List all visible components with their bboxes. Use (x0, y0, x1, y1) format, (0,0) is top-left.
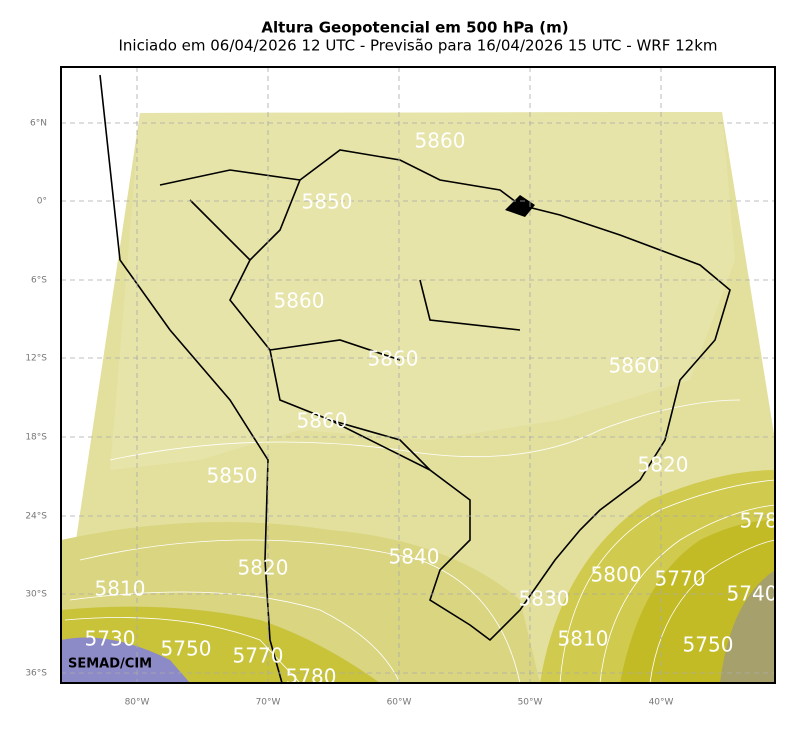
contour-labels: 5860 5850 5860 5860 5860 5860 5820 5850 5780 5840… (85, 129, 791, 689)
contour-label: 5860 (609, 354, 660, 378)
lat-tick-label: 12°S (25, 354, 47, 364)
contour-label: 5860 (415, 129, 466, 153)
contours (64, 399, 775, 683)
lon-tick-label: 50°W (518, 698, 543, 708)
contour-label: 5820 (638, 453, 689, 477)
tick-labels: 6°N 0° 6°S 12°S 18°S 24°S 30°S 36°S 80°W 70°W 60°W… (25, 119, 673, 708)
contour-label: 5850 (207, 464, 258, 488)
lat-tick-label: 0° (37, 197, 47, 207)
coastlines (99, 74, 731, 683)
contour-label: 5860 (368, 347, 419, 371)
field-blue (61, 637, 190, 683)
field-low (720, 570, 775, 683)
contour-label: 5850 (302, 190, 353, 214)
lon-tick-label: 60°W (387, 698, 412, 708)
contour-label: 5740 (727, 582, 778, 606)
contour-label: 5840 (389, 545, 440, 569)
contour-label: 5730 (85, 627, 136, 651)
contour-label: 5800 (591, 563, 642, 587)
lon-tick-label: 70°W (256, 698, 281, 708)
lat-tick-label: 30°S (25, 590, 47, 600)
lat-tick-label: 18°S (25, 433, 47, 443)
contour-label: 5810 (558, 627, 609, 651)
contour-label: 5860 (274, 289, 325, 313)
contour-label: 5780 (286, 665, 337, 689)
map-frame (60, 66, 776, 684)
lat-tick-label: 24°S (25, 512, 47, 522)
contour-label: 5820 (238, 556, 289, 580)
graticule (61, 67, 775, 683)
contour-label: 5770 (233, 644, 284, 668)
map-title: Altura Geopotencial em 500 hPa (m) (261, 19, 568, 37)
contour-label: 5830 (519, 587, 570, 611)
island (505, 195, 535, 217)
map-subtitle: Iniciado em 06/04/2026 12 UTC - Previsão… (118, 37, 717, 55)
lat-tick-label: 6°N (30, 119, 47, 129)
contour-label: 5750 (683, 633, 734, 657)
map-area: 5860 5850 5860 5860 5860 5860 5820 5850 5780 5840… (61, 67, 791, 689)
lon-tick-label: 40°W (649, 698, 674, 708)
contour-label: 5770 (655, 567, 706, 591)
watermark: SEMAD/CIM (68, 657, 152, 672)
contour-label: 5780 (740, 509, 791, 533)
lat-tick-label: 6°S (31, 276, 47, 286)
lon-tick-label: 80°W (125, 698, 150, 708)
lat-tick-label: 36°S (25, 669, 47, 679)
contour-label: 5750 (161, 637, 212, 661)
contour-label: 5810 (95, 577, 146, 601)
contour-label: 5860 (297, 409, 348, 433)
